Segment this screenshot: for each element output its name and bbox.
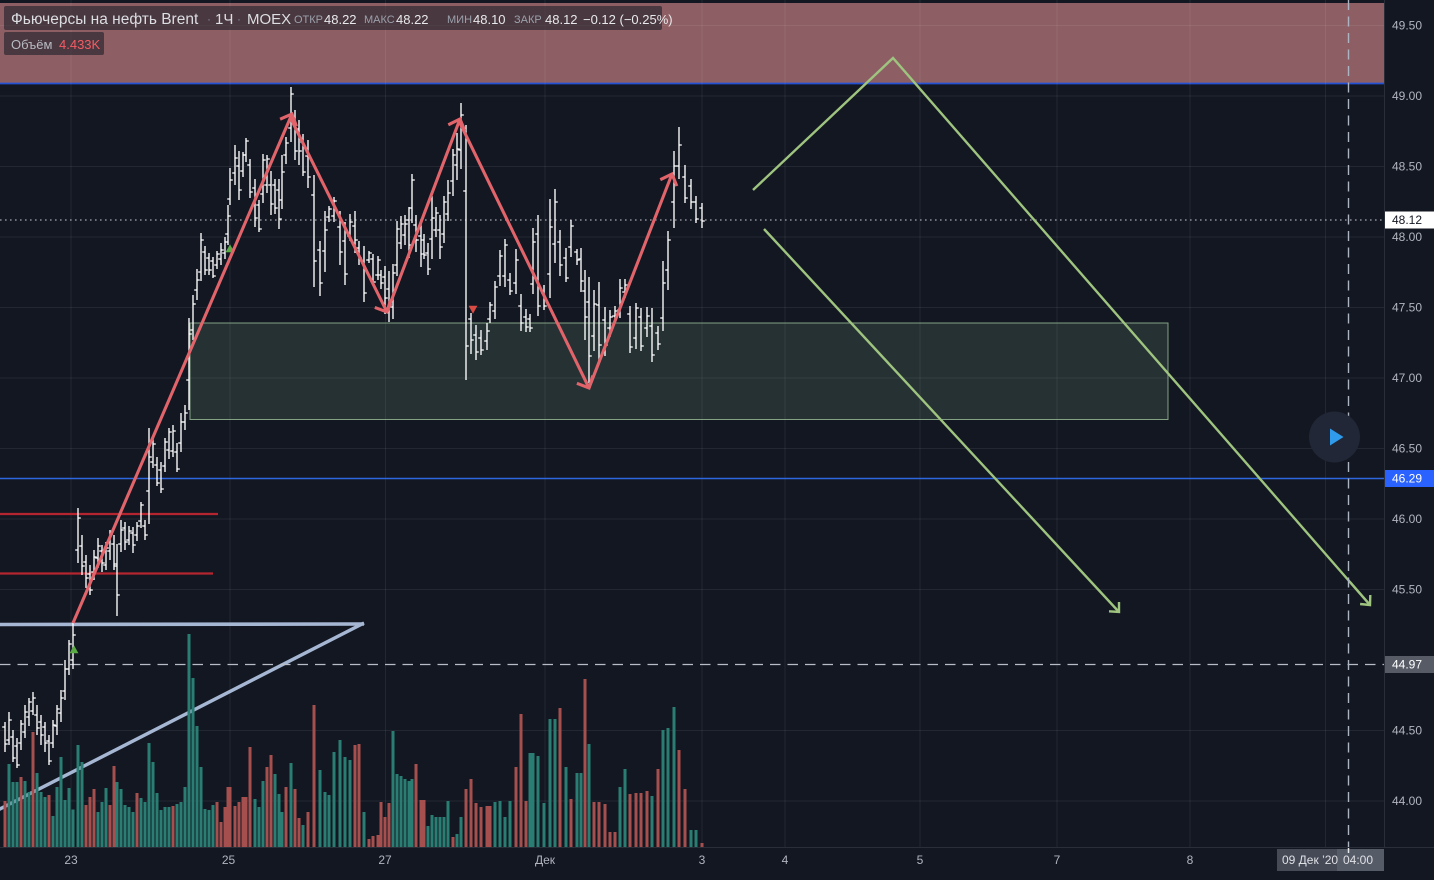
svg-text:48.22: 48.22 (324, 12, 357, 27)
svg-text:4: 4 (782, 853, 789, 867)
svg-text:3: 3 (699, 853, 706, 867)
svg-text:45.50: 45.50 (1392, 583, 1422, 597)
svg-text:49.00: 49.00 (1392, 89, 1422, 103)
svg-text:ЗАКР: ЗАКР (514, 14, 542, 26)
svg-text:09 Дек ’20: 09 Дек ’20 (1282, 853, 1338, 867)
svg-text:44.97: 44.97 (1392, 658, 1422, 672)
svg-text:4.433K: 4.433K (59, 37, 101, 52)
svg-text:ОТКР: ОТКР (294, 14, 323, 26)
svg-text:44.00: 44.00 (1392, 794, 1422, 808)
svg-text:23: 23 (64, 853, 78, 867)
svg-text:1Ч: 1Ч (215, 11, 233, 28)
svg-text:48.10: 48.10 (473, 12, 506, 27)
svg-text:−0.12 (−0.25%): −0.12 (−0.25%) (583, 12, 673, 27)
svg-text:47.50: 47.50 (1392, 301, 1422, 315)
svg-text:48.22: 48.22 (396, 12, 429, 27)
svg-text:Дек: Дек (535, 853, 556, 867)
svg-text:MOEX: MOEX (247, 11, 291, 28)
svg-text:·: · (237, 12, 241, 26)
svg-text:47.00: 47.00 (1392, 371, 1422, 385)
svg-text:25: 25 (222, 853, 236, 867)
svg-text:48.12: 48.12 (545, 12, 578, 27)
svg-text:Объём: Объём (11, 37, 52, 52)
svg-text:48.12: 48.12 (1392, 213, 1422, 227)
svg-text:·: · (207, 12, 211, 26)
svg-text:46.29: 46.29 (1392, 472, 1422, 486)
svg-text:27: 27 (378, 853, 392, 867)
svg-text:МИН: МИН (447, 14, 472, 26)
svg-text:49.50: 49.50 (1392, 19, 1422, 33)
svg-text:5: 5 (917, 853, 924, 867)
svg-text:46.50: 46.50 (1392, 442, 1422, 456)
svg-text:8: 8 (1187, 853, 1194, 867)
svg-text:48.00: 48.00 (1392, 230, 1422, 244)
svg-text:44.50: 44.50 (1392, 724, 1422, 738)
svg-text:МАКС: МАКС (364, 14, 395, 26)
svg-text:Фьючерсы на нефть Brent: Фьючерсы на нефть Brent (11, 11, 199, 28)
svg-text:46.00: 46.00 (1392, 512, 1422, 526)
svg-text:48.50: 48.50 (1392, 160, 1422, 174)
svg-text:04:00: 04:00 (1343, 853, 1373, 867)
svg-text:7: 7 (1054, 853, 1061, 867)
